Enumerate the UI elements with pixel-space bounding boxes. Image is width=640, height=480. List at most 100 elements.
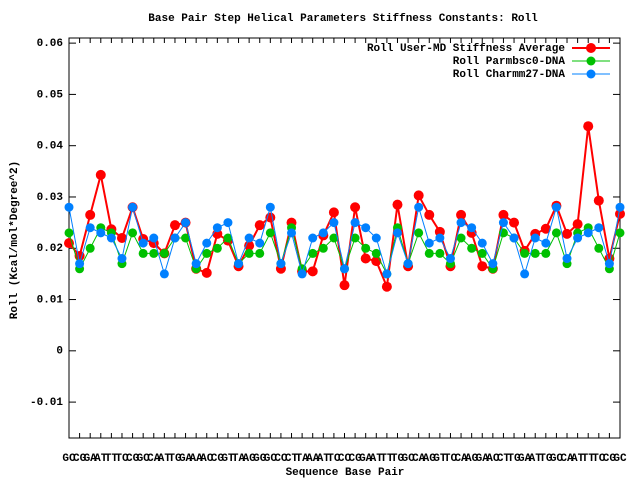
x-tick-label: CT xyxy=(285,453,299,465)
x-tick-label: TT xyxy=(105,453,119,465)
x-tick-label: GC xyxy=(613,453,627,465)
y-tick-label: 0.02 xyxy=(37,243,63,255)
x-tick-label: GA xyxy=(359,453,373,465)
y-axis-label: Roll (Kcal/mol*Degree^2) xyxy=(9,161,21,319)
data-point xyxy=(498,209,509,220)
x-tick-label: CA xyxy=(454,453,468,465)
chart-title: Base Pair Step Helical Parameters Stiffn… xyxy=(148,13,538,25)
data-point xyxy=(181,218,191,228)
data-point xyxy=(445,254,455,264)
data-point xyxy=(540,223,551,234)
legend-label: Roll Charmm27-DNA xyxy=(453,69,566,81)
data-point xyxy=(223,218,233,228)
x-tick-label: AG xyxy=(243,453,257,465)
data-point xyxy=(329,233,339,243)
data-point xyxy=(520,248,530,258)
x-tick-label: CG xyxy=(348,453,362,465)
x-tick-label: TC xyxy=(115,453,129,465)
data-point xyxy=(234,259,244,269)
x-tick-label: GC xyxy=(137,453,151,465)
data-point xyxy=(456,218,466,228)
data-point xyxy=(297,269,307,279)
data-point xyxy=(64,202,74,212)
x-tick-label: TT xyxy=(380,453,394,465)
data-point xyxy=(287,228,297,238)
y-tick-label: 0.06 xyxy=(37,38,63,50)
data-point xyxy=(64,228,74,238)
data-point xyxy=(212,243,222,253)
x-tick-label: TC xyxy=(592,453,606,465)
data-point xyxy=(562,254,572,264)
data-point xyxy=(382,269,392,279)
x-tick-label: AA xyxy=(306,453,320,465)
data-point xyxy=(498,218,508,228)
data-point xyxy=(361,223,371,233)
data-point xyxy=(95,169,106,180)
x-tick-label: TC xyxy=(327,453,341,465)
data-point xyxy=(128,202,138,212)
data-point xyxy=(604,259,614,269)
data-point xyxy=(615,202,625,212)
data-point xyxy=(116,233,127,243)
data-point xyxy=(318,228,328,238)
data-point xyxy=(106,233,116,243)
data-point xyxy=(456,209,467,220)
data-point xyxy=(328,207,339,218)
x-tick-label: CC xyxy=(274,453,288,465)
x-tick-label: GG xyxy=(253,453,267,465)
data-point xyxy=(467,223,477,233)
data-point xyxy=(530,233,540,243)
data-point xyxy=(254,220,265,231)
x-tick-label: TG xyxy=(507,453,521,465)
x-tick-label: GC xyxy=(264,453,278,465)
data-point xyxy=(583,121,594,132)
data-point xyxy=(191,259,201,269)
data-point xyxy=(265,202,275,212)
x-tick-label: CA xyxy=(147,453,161,465)
x-tick-label: TG xyxy=(539,453,553,465)
data-point xyxy=(572,219,583,230)
x-tick-label: CA xyxy=(412,453,426,465)
data-point xyxy=(424,209,435,220)
data-point xyxy=(530,248,540,258)
data-point xyxy=(350,218,360,228)
y-tick-label: 0.04 xyxy=(37,141,64,153)
legend-label: Roll Parmbsc0-DNA xyxy=(453,56,566,68)
x-tick-label: TC xyxy=(444,453,458,465)
data-point xyxy=(583,228,593,238)
data-point xyxy=(509,217,520,228)
data-point xyxy=(149,248,159,258)
data-point xyxy=(361,243,371,253)
y-tick-label: 0.05 xyxy=(37,89,64,101)
x-tick-label: GA xyxy=(518,453,532,465)
data-point xyxy=(138,238,148,248)
data-point xyxy=(381,281,392,292)
data-point xyxy=(85,209,96,220)
data-point xyxy=(170,233,180,243)
data-point xyxy=(392,228,402,238)
x-tick-label: CT xyxy=(497,453,511,465)
data-point xyxy=(371,248,381,258)
data-point xyxy=(403,259,413,269)
data-point xyxy=(75,259,85,269)
x-axis-label: Sequence Base Pair xyxy=(286,467,405,479)
data-point xyxy=(223,233,233,243)
data-point xyxy=(202,248,212,258)
x-tick-label: CC xyxy=(338,453,352,465)
data-point xyxy=(159,269,169,279)
data-point xyxy=(477,261,488,272)
y-tick-label: 0.03 xyxy=(37,192,64,204)
data-point xyxy=(424,238,434,248)
data-point xyxy=(212,223,222,233)
x-tick-label: GC xyxy=(62,453,76,465)
data-point xyxy=(339,280,350,291)
data-point xyxy=(509,233,519,243)
x-tick-label: TA xyxy=(296,453,310,465)
data-point xyxy=(329,218,339,228)
y-tick-label: 0 xyxy=(56,346,63,358)
data-point xyxy=(360,253,371,264)
data-point xyxy=(255,248,265,258)
legend-marker xyxy=(586,69,596,79)
legend-marker xyxy=(586,43,596,53)
